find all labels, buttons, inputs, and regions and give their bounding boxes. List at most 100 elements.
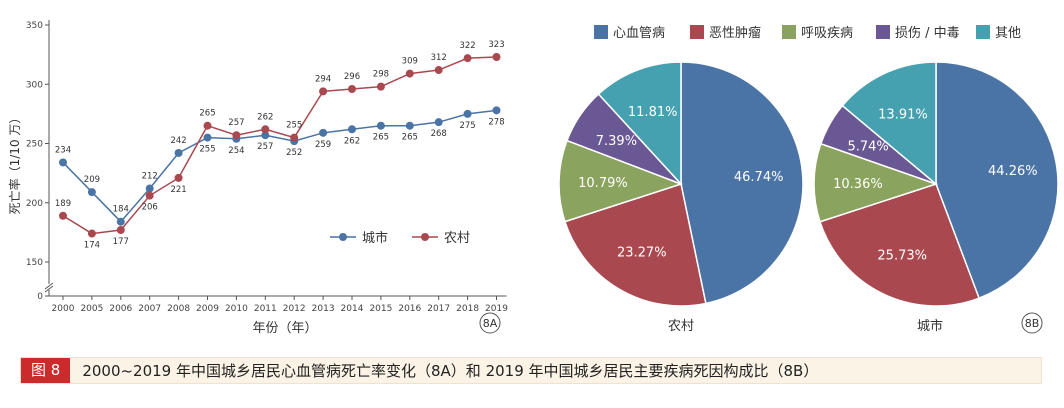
axis-break-mark [44, 285, 54, 293]
pie-slice [564, 183, 707, 307]
data-label-city: 278 [488, 117, 504, 127]
line-chart: 0 150 200 250 300 350 2000 2005 2006 2007 2008 2009… [7, 20, 508, 336]
data-point-rural [492, 52, 501, 61]
y-axis-title: 死亡率（1/10 万） [7, 112, 22, 215]
data-label-city: 275 [459, 121, 475, 131]
pie-slice [597, 61, 682, 186]
x-axis-title: 年份（年） [252, 321, 317, 336]
y-tick-label: 150 [26, 258, 43, 268]
legend-label: 呼吸疾病 [801, 26, 853, 41]
pie-title: 城市 [917, 318, 943, 334]
slice-label: 10.36% [833, 177, 883, 192]
x-tick-label: 2014 [341, 304, 364, 314]
series-line-rural [62, 56, 497, 235]
slice-label: 5.74% [847, 139, 888, 154]
data-point-rural [232, 131, 241, 140]
data-label-city: 265 [373, 133, 389, 143]
data-label-rural: 189 [55, 199, 71, 209]
data-label-city: 259 [315, 140, 331, 150]
data-label-rural: 322 [459, 41, 475, 51]
data-label-rural: 312 [431, 53, 447, 63]
data-label-city: 212 [142, 172, 158, 182]
pie-slice [813, 142, 939, 223]
data-label-city: 268 [431, 129, 447, 139]
data-point-city [434, 118, 443, 127]
data-label-rural: 309 [402, 57, 418, 67]
data-label-city: 209 [84, 175, 100, 185]
data-label-rural: 296 [344, 72, 360, 82]
legend-label-city: 城市 [362, 230, 388, 246]
pie-title: 农村 [668, 319, 694, 334]
data-point-rural [174, 173, 183, 182]
data-label-rural: 262 [257, 112, 273, 122]
data-label-city: 262 [344, 136, 360, 146]
pie-slice [935, 61, 1059, 300]
data-point-rural [348, 84, 356, 93]
pie-chart: 心血管病 恶性肿瘤 呼吸疾病 损伤 / 中毒 其他 46.74% 23.27% 10.79% 7… [558, 25, 1059, 334]
slice-label: 11.81% [628, 105, 678, 120]
data-point-rural [116, 226, 125, 235]
slice-label: 25.73% [877, 248, 927, 263]
slice-label: 46.74% [734, 170, 784, 185]
data-point-rural [290, 133, 299, 142]
slice-label: 23.27% [617, 246, 667, 261]
x-tick-label: 2017 [427, 304, 450, 314]
series-line-city [62, 109, 497, 223]
data-label-rural: 265 [199, 109, 215, 119]
data-point-city [319, 128, 328, 137]
slice-label: 44.26% [988, 164, 1038, 179]
data-point-city [463, 109, 472, 118]
data-label-city: 265 [402, 133, 418, 143]
legend-marker-city [339, 233, 347, 241]
data-point-rural [434, 66, 443, 75]
legend-swatch [594, 25, 608, 39]
data-label-city: 255 [199, 145, 215, 155]
data-point-rural [261, 125, 270, 134]
x-tick-label: 2008 [167, 304, 190, 314]
panel-badge-circle [479, 312, 501, 334]
legend-marker-rural [421, 233, 429, 241]
x-tick-label: 2012 [283, 304, 306, 314]
data-point-city [59, 158, 67, 167]
panel-badge-label: 8B [1025, 317, 1040, 330]
slice-label: 10.79% [578, 176, 628, 191]
pie-city: 44.26% 25.73% 10.36% 5.74% 13.91% 城市 [813, 61, 1059, 334]
data-point-rural [145, 191, 154, 200]
data-point-city [87, 188, 96, 197]
data-label-rural: 221 [170, 185, 186, 195]
data-label-rural: 174 [84, 241, 100, 251]
pie-slice [819, 183, 981, 307]
data-label-rural: 298 [373, 70, 389, 80]
x-tick-label: 2006 [109, 304, 132, 314]
pie-slice [841, 61, 937, 186]
data-point-city [376, 121, 385, 130]
x-tick-label: 2015 [369, 304, 392, 314]
legend-label: 心血管病 [613, 26, 665, 41]
caption-text: 2000~2019 年中国城乡居民心血管病死亡率变化（8A）和 2019 年中国… [82, 362, 819, 380]
legend-swatch [876, 25, 890, 39]
data-point-city [116, 217, 125, 226]
data-point-city [405, 121, 414, 130]
data-point-rural [87, 229, 96, 238]
x-tick-label: 2010 [225, 304, 248, 314]
x-tick-label: 2009 [196, 304, 219, 314]
data-point-city [492, 106, 501, 115]
y-tick-label: 0 [37, 292, 43, 302]
data-label-city: 257 [257, 142, 273, 152]
pie-rural: 46.74% 23.27% 10.79% 7.39% 11.81% 农村 [558, 61, 804, 334]
data-label-city: 242 [170, 136, 186, 146]
legend-label: 恶性肿瘤 [709, 25, 761, 41]
legend-swatch [976, 25, 990, 39]
data-label-rural: 255 [286, 121, 302, 131]
data-label-city: 254 [228, 146, 244, 156]
legend-swatch [690, 25, 704, 39]
legend-swatch [782, 25, 796, 39]
data-point-rural [203, 121, 212, 130]
data-label-city: 234 [55, 145, 71, 155]
data-point-rural [376, 82, 385, 91]
data-label-city: 184 [113, 205, 129, 215]
x-tick-label: 2000 [52, 304, 75, 314]
slice-label: 13.91% [878, 107, 928, 122]
legend-label: 损伤 / 中毒 [895, 26, 960, 41]
